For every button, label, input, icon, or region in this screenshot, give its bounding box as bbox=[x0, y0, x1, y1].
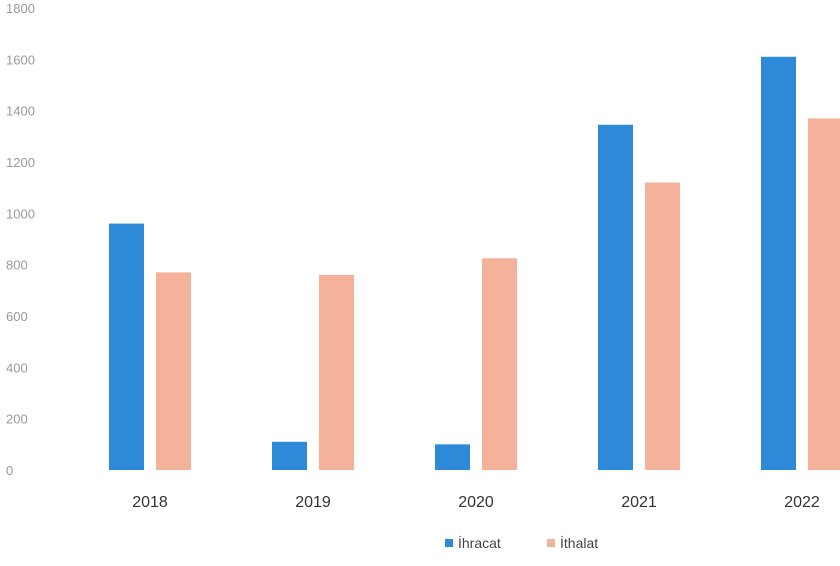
y-tick-label: 400 bbox=[6, 360, 28, 375]
bar-ithalat-2022 bbox=[808, 118, 840, 470]
bar-ithalat-2020 bbox=[482, 258, 517, 470]
y-tick-label: 200 bbox=[6, 412, 28, 427]
x-tick-label: 2018 bbox=[132, 494, 168, 511]
bar-ihracat-2021 bbox=[598, 124, 633, 471]
y-tick-label: 1200 bbox=[6, 155, 35, 170]
y-tick-label: 1000 bbox=[6, 206, 35, 221]
legend-label: İthalat bbox=[560, 534, 598, 551]
x-axis: 2018 2019 2020 2021 2022 bbox=[132, 494, 820, 511]
x-tick-label: 2019 bbox=[295, 494, 331, 511]
y-tick-label: 1400 bbox=[6, 104, 35, 119]
bar-ithalat-2019 bbox=[319, 274, 354, 470]
legend: İhracat İthalat bbox=[445, 534, 598, 551]
bar-ithalat-2021 bbox=[645, 182, 680, 471]
legend-label: İhracat bbox=[458, 534, 501, 551]
legend-swatch bbox=[445, 539, 453, 547]
legend-swatch bbox=[547, 539, 555, 547]
bar-ihracat-2022 bbox=[761, 56, 796, 471]
y-tick-label: 800 bbox=[6, 258, 28, 273]
bar-ihracat-2018 bbox=[109, 223, 144, 470]
x-tick-label: 2021 bbox=[621, 494, 657, 511]
x-tick-label: 2020 bbox=[458, 494, 494, 511]
bar-ihracat-2019 bbox=[272, 441, 307, 470]
y-axis: 0 200 400 600 800 1000 1200 1400 1600 1800 bbox=[6, 1, 35, 478]
y-tick-label: 1800 bbox=[6, 1, 35, 16]
bar-ihracat-2020 bbox=[435, 444, 470, 470]
y-tick-label: 600 bbox=[6, 309, 28, 324]
y-tick-label: 0 bbox=[6, 463, 13, 478]
bars bbox=[109, 56, 840, 471]
y-tick-label: 1600 bbox=[6, 52, 35, 67]
x-tick-label: 2022 bbox=[784, 494, 820, 511]
bar-ithalat-2018 bbox=[156, 272, 191, 470]
